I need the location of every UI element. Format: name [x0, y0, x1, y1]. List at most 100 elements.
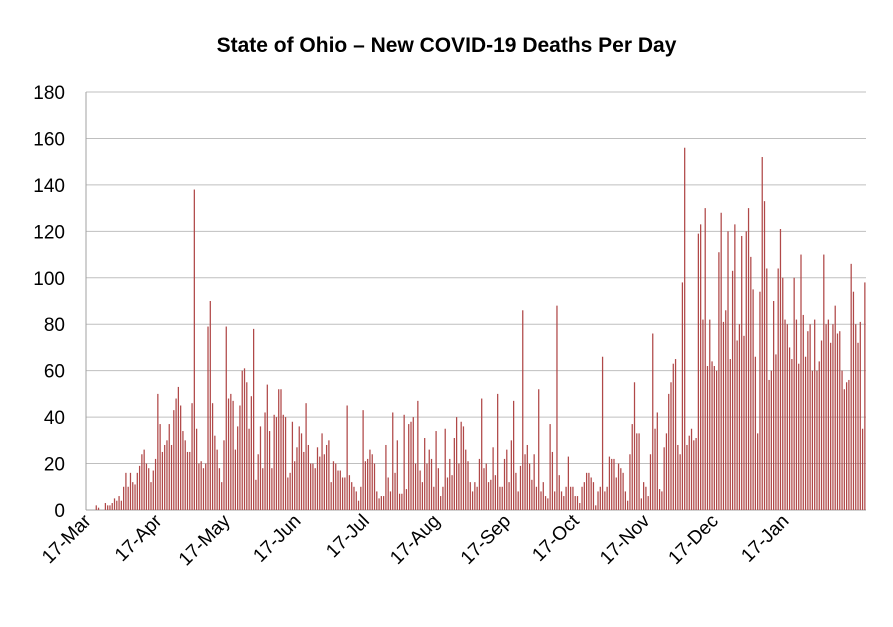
bar — [627, 500, 629, 510]
bar — [138, 465, 141, 510]
bar — [506, 449, 508, 510]
x-tick-label: 17-Aug — [386, 511, 444, 569]
bar — [535, 486, 538, 510]
bar — [157, 393, 159, 510]
bar — [638, 433, 640, 510]
bar — [305, 403, 307, 510]
bar — [446, 477, 449, 510]
bar — [227, 398, 230, 510]
bar — [487, 482, 490, 510]
bar — [141, 454, 143, 510]
bar — [401, 493, 403, 510]
bar — [216, 449, 218, 510]
bar — [567, 456, 569, 510]
bar — [677, 444, 679, 510]
bar — [855, 324, 857, 510]
bar — [437, 468, 439, 510]
y-tick-label: 140 — [33, 176, 65, 197]
bar — [752, 289, 754, 510]
bar — [198, 463, 200, 510]
bar — [672, 363, 674, 510]
bar — [296, 447, 298, 510]
bar — [690, 428, 693, 510]
bar — [768, 379, 770, 510]
bar — [298, 426, 300, 510]
bar — [791, 359, 793, 510]
bar — [802, 314, 804, 510]
bar — [674, 359, 677, 510]
bar — [515, 472, 517, 510]
bar — [275, 417, 278, 510]
bar — [697, 233, 699, 510]
bar — [531, 479, 533, 510]
bar — [164, 444, 166, 510]
bar — [524, 454, 526, 510]
bar — [574, 496, 576, 510]
bar — [410, 421, 412, 510]
bar — [747, 208, 750, 510]
bar — [836, 333, 839, 510]
bar — [294, 461, 296, 510]
bar — [394, 472, 396, 510]
bar — [766, 268, 768, 510]
bar — [371, 454, 373, 510]
bar — [392, 412, 394, 510]
bar — [738, 324, 741, 510]
bar — [264, 412, 266, 510]
bar — [843, 389, 845, 510]
bar — [161, 451, 164, 510]
bar — [588, 472, 590, 510]
bar — [503, 458, 506, 510]
bar — [656, 412, 658, 510]
bar — [490, 479, 492, 510]
bar — [775, 354, 777, 510]
bar — [743, 335, 745, 510]
bar — [570, 486, 572, 510]
bar — [396, 440, 398, 510]
bar — [378, 498, 380, 510]
bar — [613, 458, 615, 510]
bar — [421, 482, 424, 510]
bar — [387, 477, 389, 510]
bar — [715, 370, 718, 510]
bar — [323, 454, 325, 510]
bar — [841, 370, 843, 510]
bar — [576, 496, 579, 510]
bar — [225, 326, 227, 510]
bar — [332, 461, 335, 510]
bar — [658, 489, 661, 510]
x-tick-label: 17-May — [175, 510, 235, 570]
bar — [385, 444, 387, 510]
bar — [711, 361, 713, 510]
bar — [355, 491, 357, 510]
bar — [403, 414, 405, 510]
bar — [214, 435, 216, 510]
bar — [424, 438, 426, 510]
x-tick-label: 17-Jun — [249, 511, 305, 567]
bar — [143, 449, 145, 510]
bar — [451, 475, 453, 510]
bar — [278, 389, 280, 510]
bar — [186, 451, 189, 510]
bar — [734, 224, 736, 510]
bar — [232, 400, 234, 510]
bar — [510, 440, 512, 510]
bar — [435, 431, 437, 510]
bar — [713, 366, 715, 510]
bar — [282, 414, 284, 510]
bar — [617, 463, 620, 510]
bar — [353, 486, 355, 510]
bar — [367, 458, 369, 510]
bar — [291, 421, 294, 510]
bar — [136, 472, 138, 510]
bar — [289, 472, 291, 510]
bar — [248, 428, 250, 510]
bar — [273, 414, 275, 510]
bar — [629, 454, 631, 510]
bar — [839, 331, 841, 510]
bar — [565, 486, 567, 510]
bar — [344, 477, 346, 510]
bar — [811, 370, 814, 510]
bar — [321, 433, 323, 510]
